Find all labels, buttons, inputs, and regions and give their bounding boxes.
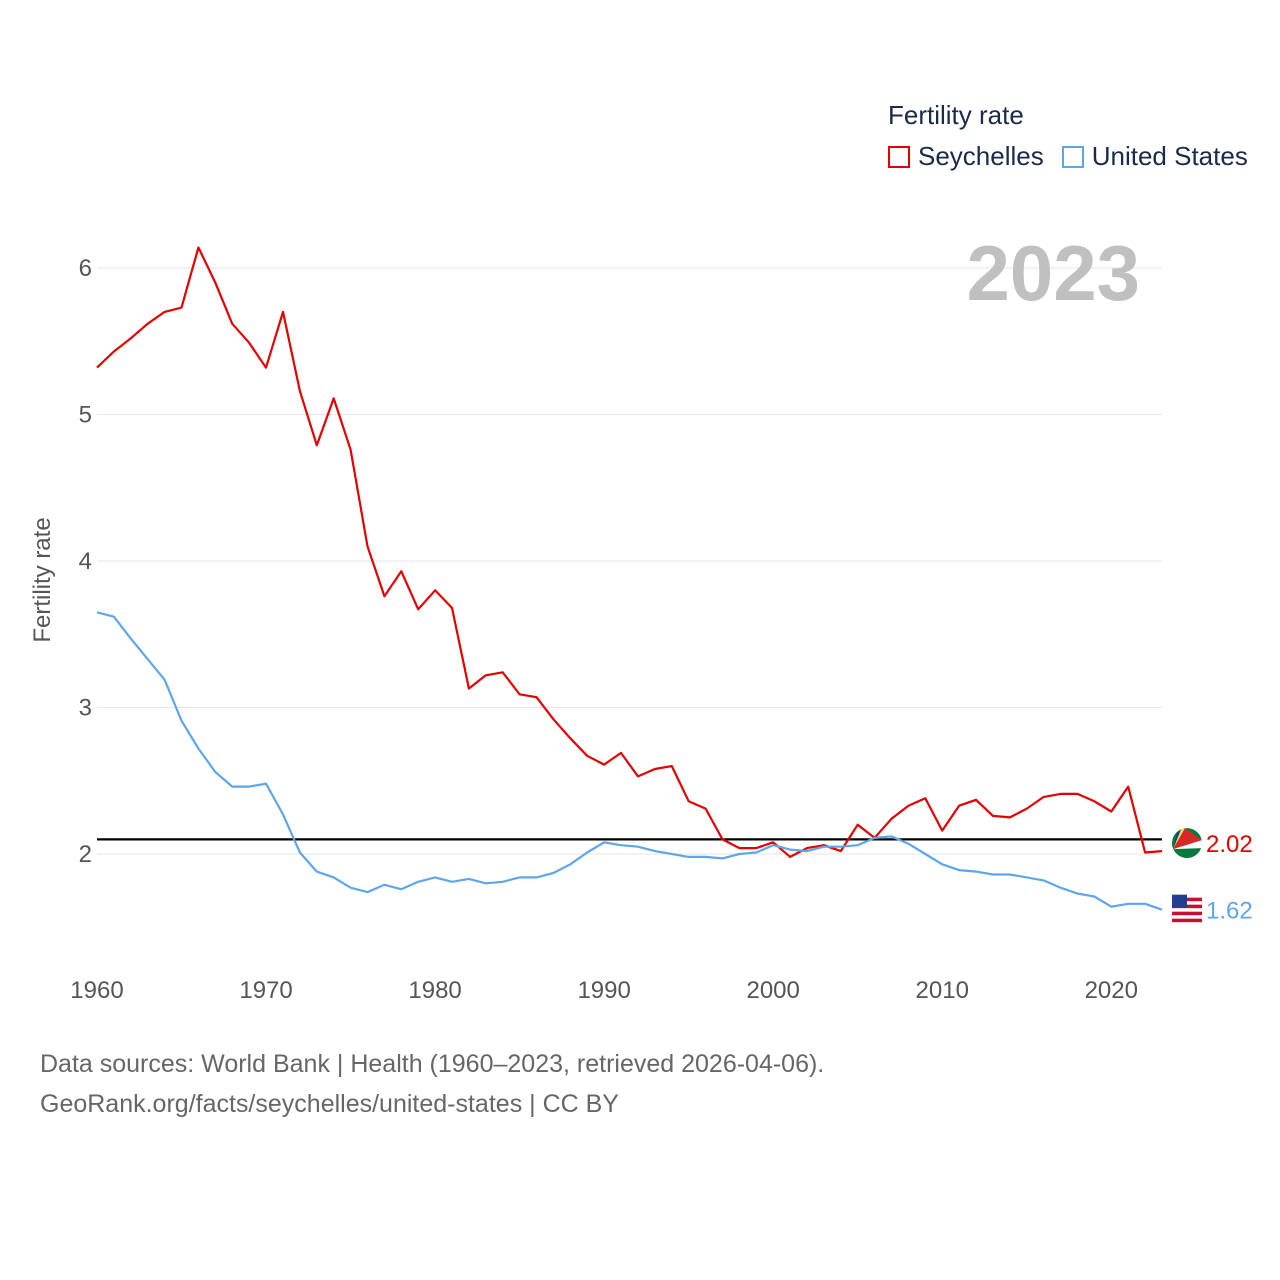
x-axis-ticks: 1960 1970 1980 1990 2000 2010 2020 xyxy=(70,977,1138,1004)
y-tick-label-4: 4 xyxy=(79,548,92,575)
source-line-1: Data sources: World Bank | Health (1960–… xyxy=(40,1050,825,1078)
end-markers: 2.02 1.62 xyxy=(1172,828,1253,925)
legend-label-united-states: United States xyxy=(1091,141,1248,171)
y-axis-label: Fertility rate xyxy=(29,517,56,643)
flag-yellow-seychelles xyxy=(1173,828,1185,850)
legend-label-seychelles: Seychelles xyxy=(918,141,1044,171)
flag-icon-seychelles xyxy=(1172,828,1202,859)
y-axis-ticks: 2 3 4 5 6 xyxy=(79,255,92,868)
current-year-label: 2023 xyxy=(966,229,1140,317)
x-tick-label-1970: 1970 xyxy=(239,977,292,1004)
series-line-seychelles xyxy=(96,246,1163,859)
flag-stripe-us-2 xyxy=(1172,911,1202,916)
legend-swatch-united-states xyxy=(1061,145,1084,168)
legend: Seychelles United States xyxy=(888,141,1266,172)
x-tick-label-2020: 2020 xyxy=(1085,977,1138,1004)
x-tick-label-2000: 2000 xyxy=(746,977,799,1004)
flag-icon-united-states xyxy=(1172,894,1202,925)
y-tick-label-3: 3 xyxy=(79,695,92,722)
grid-lines xyxy=(97,267,1162,855)
flag-stripe-us-3 xyxy=(1172,918,1202,923)
source-line-2[interactable]: GeoRank.org/facts/seychelles/united-stat… xyxy=(40,1090,619,1118)
legend-swatch-seychelles xyxy=(888,145,910,168)
source-note: Data sources: World Bank | Health (1960–… xyxy=(40,1044,824,1124)
flag-white-seychelles xyxy=(1173,840,1202,850)
flag-red-seychelles xyxy=(1173,828,1202,850)
y-tick-label-5: 5 xyxy=(79,402,92,429)
x-tick-label-1980: 1980 xyxy=(408,977,461,1004)
end-label-seychelles: 2.02 xyxy=(1206,831,1253,858)
legend-title: Fertility rate xyxy=(888,100,1024,130)
end-label-united-states: 1.62 xyxy=(1206,898,1253,925)
x-tick-label-1990: 1990 xyxy=(577,977,630,1004)
y-tick-label-6: 6 xyxy=(79,255,92,282)
y-tick-label-2: 2 xyxy=(79,841,92,868)
flag-blue-seychelles xyxy=(1173,829,1181,850)
x-tick-label-1960: 1960 xyxy=(70,977,123,1004)
legend-item-united-states[interactable]: United States xyxy=(1061,141,1248,172)
x-tick-label-2010: 2010 xyxy=(916,977,969,1004)
flag-canton-us xyxy=(1172,894,1187,908)
series-lines xyxy=(96,246,1163,911)
legend-item-seychelles[interactable]: Seychelles xyxy=(888,141,1044,172)
series-line-united-states xyxy=(96,611,1163,911)
